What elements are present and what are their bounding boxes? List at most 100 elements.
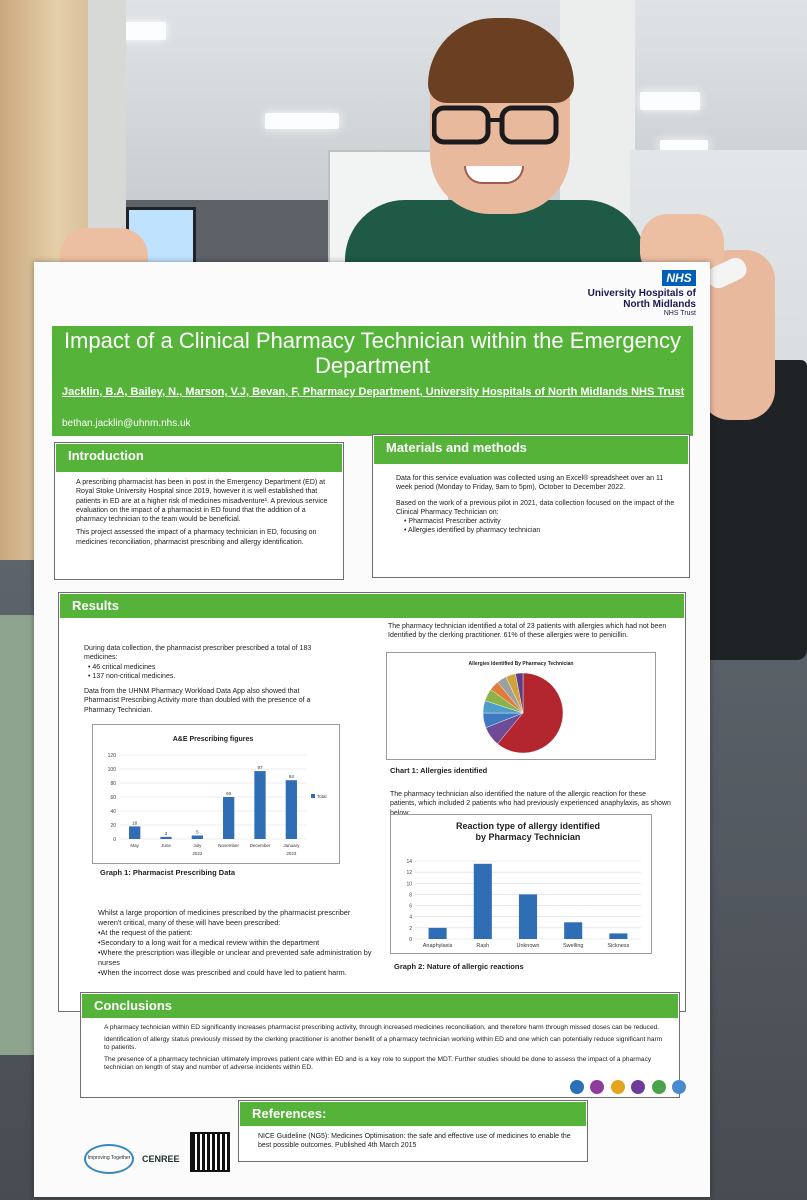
x-tick-label: December [250, 843, 271, 848]
plus-icon [570, 1080, 584, 1094]
results-heading: Results [60, 594, 684, 618]
chart-title: Allergies Identified By Pharmacy Technic… [469, 661, 574, 667]
chart-title: A&E Prescribing figures [173, 736, 254, 743]
x-tick-label: June [161, 843, 171, 848]
data-label: 60 [226, 791, 232, 796]
references-heading: References: [240, 1102, 586, 1126]
x-tick-label: November [218, 843, 239, 848]
results-lower-bullet: •When the incorrect dose was prescribed … [98, 968, 347, 977]
results-lower-p1: Whilst a large proportion of medicines p… [98, 908, 351, 927]
cenree-logo: CENREE [142, 1154, 180, 1164]
x-tick-label: Sickness [607, 943, 629, 949]
conclusions-p2: Identification of allergy status previou… [104, 1035, 663, 1052]
data-label: 18 [132, 820, 138, 825]
methods-p1: Data for this service evaluation was col… [396, 475, 664, 492]
methods-text: Data for this service evaluation was col… [396, 474, 676, 536]
introduction-heading: Introduction [56, 444, 342, 472]
results-right-p2: The pharmacy technician also identified … [390, 791, 671, 817]
glasses [432, 105, 559, 145]
y-tick-label: 2 [409, 926, 412, 932]
y-tick-label: 100 [108, 767, 117, 773]
y-tick-label: 4 [409, 915, 412, 921]
value-icons [570, 1080, 705, 1096]
bar [609, 933, 628, 939]
graph2-frame: Reaction type of allergy identified by Ph… [390, 814, 652, 954]
y-tick-label: 0 [113, 837, 116, 843]
bar [223, 797, 235, 839]
x-tick-label: January [283, 843, 300, 848]
introduction-p1: A prescribing pharmacist has been in pos… [76, 479, 328, 524]
pie-slice [515, 672, 524, 714]
group-label: 2022 [192, 851, 203, 856]
bar [564, 922, 583, 939]
y-tick-label: 120 [108, 753, 117, 759]
graph1-frame: A&E Prescribing figures 0 20 40 60 80 100 120 18… [92, 724, 340, 864]
results-left-p2: Data from the UHNM Pharmacy Workload Dat… [84, 688, 311, 714]
results-left-p1: During data collection, the pharmacist p… [84, 645, 312, 662]
y-tick-label: 80 [110, 781, 116, 787]
bar [191, 835, 203, 839]
y-tick-label: 20 [110, 823, 116, 829]
bar [518, 894, 538, 939]
results-left-text: During data collection, the pharmacist p… [84, 644, 334, 715]
people-icon [590, 1080, 605, 1094]
nhs-logo: NHS [662, 270, 696, 286]
x-tick-label: Rash [476, 943, 489, 949]
conclusions-p1: A pharmacy technician within ED signific… [104, 1024, 660, 1031]
methods-p2: Based on the work of a previous pilot in… [396, 499, 675, 516]
results-lower-bullet: •Secondary to a long wait for a medical … [98, 938, 320, 947]
chart1-frame: Allergies Identified By Pharmacy Technic… [386, 652, 656, 760]
results-left-bullet: • 137 non-critical medicines. [88, 672, 176, 680]
star-icon [610, 1080, 625, 1094]
group-label: 2023 [286, 851, 297, 856]
bar [254, 771, 266, 839]
x-tick-label: July [193, 843, 202, 848]
legend-label: Total [317, 794, 327, 799]
poster-email: bethan.jacklin@uhnm.nhs.uk [62, 418, 191, 429]
results-lower-bullet: •At the request of the patient: [98, 928, 193, 937]
results-left-bullet: • 46 critical medicines [88, 663, 156, 671]
graph1-caption: Graph 1: Pharmacist Prescribing Data [100, 868, 236, 877]
poster-title: Impact of a Clinical Pharmacy Technician… [63, 328, 682, 378]
smile [464, 166, 524, 184]
chart-title-line: by Pharmacy Technician [476, 832, 581, 842]
introduction-text: A prescribing pharmacist has been in pos… [76, 478, 328, 547]
allergy-pie-chart: Allergies Identified By Pharmacy Technic… [469, 661, 574, 754]
methods-bullet: • Allergies identified by pharmacy techn… [404, 527, 541, 535]
x-tick-label: Swelling [563, 943, 583, 949]
y-tick-label: 6 [409, 904, 412, 910]
results-lower-text: Whilst a large proportion of medicines p… [98, 908, 374, 978]
ceiling-light [120, 22, 166, 40]
y-tick-label: 12 [406, 870, 412, 876]
methods-bullet: • Pharmacist Prescriber activity [404, 518, 501, 526]
methods-heading: Materials and methods [374, 436, 688, 464]
y-tick-label: 60 [110, 795, 116, 801]
data-label: 84 [289, 774, 295, 779]
results-right-p1: The pharmacy technician identified a tot… [388, 623, 667, 640]
conclusions-text: A pharmacy technician within ED signific… [104, 1024, 664, 1073]
y-tick-label: 8 [409, 892, 412, 898]
x-tick-label: Anaphylaxis [423, 943, 453, 949]
ceiling-light [660, 140, 708, 152]
y-tick-label: 10 [406, 881, 412, 887]
research-poster: NHS University Hospitals of North Midlan… [34, 262, 710, 1197]
prescribing-bar-chart: A&E Prescribing figures 0 20 40 60 80 100 120 18… [108, 736, 327, 856]
graph2-caption: Graph 2: Nature of allergic reactions [394, 962, 524, 971]
legend-swatch [311, 794, 315, 798]
trust-sub: NHS Trust [663, 310, 696, 317]
chart-title-line: Reaction type of allergy identified [456, 821, 600, 831]
data-label: 3 [165, 831, 168, 836]
introduction-p2: This project assessed the impact of a ph… [76, 529, 317, 546]
references-text: NICE Guideline (NG5): Medicines Optimisa… [258, 1133, 571, 1150]
qr-code [190, 1132, 230, 1172]
x-tick-label: Unknown [517, 943, 540, 949]
y-tick-label: 14 [406, 859, 412, 865]
bar [160, 836, 172, 839]
y-tick-label: 40 [110, 809, 116, 815]
bar [129, 826, 141, 839]
trust-name: University Hospitals of North Midlands [587, 288, 696, 310]
poster-authors: Jacklin, B.A, Bailey, N., Marson, V.J, B… [62, 386, 685, 398]
conclusions-p3: The presence of a pharmacy technician ul… [104, 1055, 652, 1072]
title-band [52, 326, 693, 436]
hands-icon [651, 1080, 666, 1094]
